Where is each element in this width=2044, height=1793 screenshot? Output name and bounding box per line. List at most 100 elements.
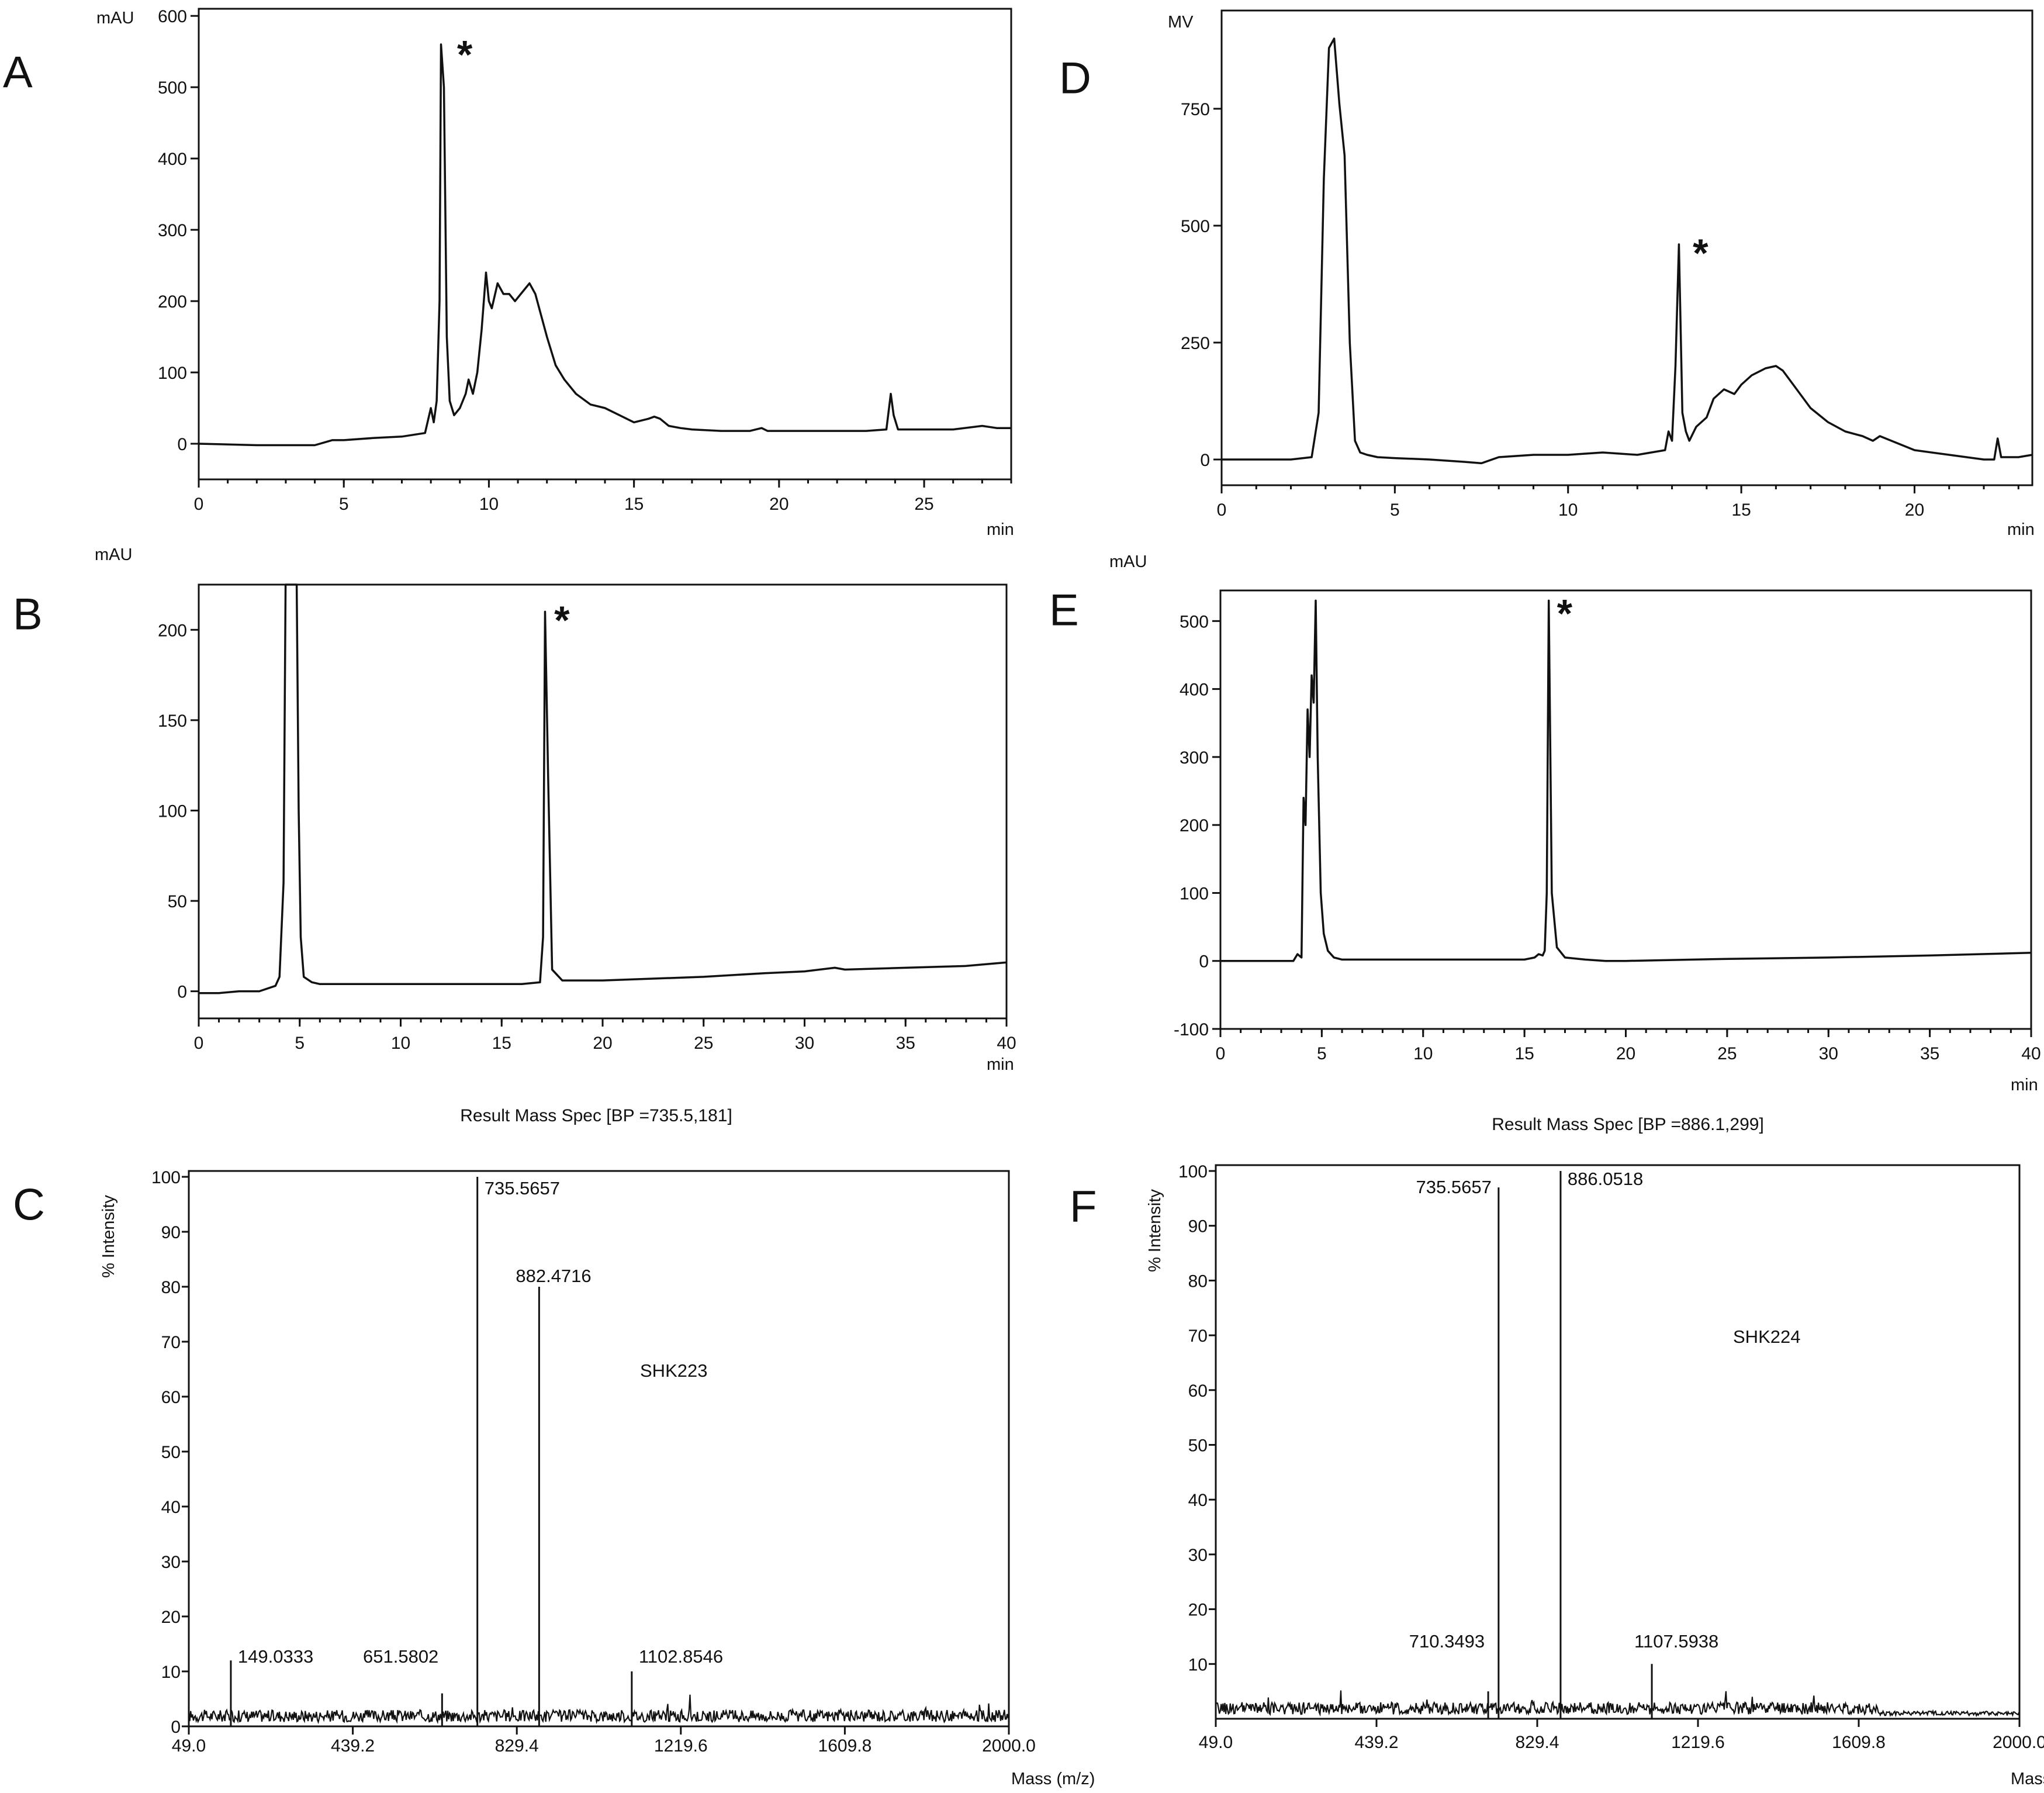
baseline-noise-tail [1879,1709,2020,1718]
x-tick-label: 1219.6 [654,1736,708,1756]
x-tick-label: 0 [1216,1044,1226,1063]
baseline-noise [188,1694,1009,1725]
y-tick-label: 10 [161,1663,181,1682]
plot-frame [1219,589,2032,1030]
y-tick-label: 500 [158,78,187,98]
y-axis-unit: mAU [1109,552,1147,571]
y-tick-label: 100 [1180,884,1209,903]
x-tick-label: 20 [769,495,788,514]
peak-label: 735.5657 [1416,1177,1492,1197]
x-tick-label: 0 [194,1034,204,1053]
y-tick-label: 70 [161,1333,181,1352]
chromatogram-trace [199,583,1007,994]
panel-D: D MV min 0 250 500 750 0 5 10 15 20 * [1059,9,2035,539]
y-tick-label: 200 [1180,816,1209,835]
peak-label: 149.0333 [238,1646,313,1667]
sample-label: SHK224 [1733,1326,1800,1347]
x-tick-label: 439.2 [331,1736,375,1756]
x-tick-label: 5 [1390,500,1400,520]
y-tick-label: 90 [1188,1217,1208,1236]
x-axis-unit: min [987,1055,1014,1074]
y-tick-label: 0 [1200,451,1210,470]
x-tick-label: 25 [694,1034,713,1053]
y-tick-label: 0 [171,1718,181,1737]
y-tick-label: -100 [1174,1020,1209,1039]
y-tick-label: 30 [1188,1546,1208,1565]
plot-frame [1220,9,2033,486]
x-tick-label: 40 [2021,1044,2040,1063]
y-axis-label: % Intensity [99,1195,118,1278]
x-tick-label: 20 [1616,1044,1635,1063]
y-tick-label: 60 [1188,1381,1208,1401]
mass-spec-title: Result Mass Spec [BP =735.5,181] [460,1106,732,1125]
y-tick-label: 300 [1180,748,1209,768]
x-tick-label: 49.0 [1199,1733,1233,1752]
x-tick-label: 10 [1413,1044,1433,1063]
plot-frame [188,1170,1010,1728]
y-tick-label: 150 [158,711,187,731]
panel-label: F [1070,1181,1097,1231]
y-tick-label: 500 [1181,217,1210,236]
peak-marker-star: * [457,32,473,77]
x-tick-label: 439.2 [1354,1733,1398,1752]
y-tick-label: 100 [158,364,187,383]
y-tick-label: 200 [158,292,187,312]
x-tick-label: 15 [624,495,644,514]
x-tick-label: 1609.8 [1832,1733,1886,1752]
x-tick-label: 1219.6 [1671,1733,1725,1752]
x-tick-label: 5 [1317,1044,1327,1063]
chromatogram-trace [1220,599,2032,962]
x-tick-label: 1609.8 [818,1736,872,1756]
peak-marker-star: * [1557,592,1573,636]
x-tick-label: 49.0 [172,1736,206,1756]
x-tick-label: 25 [1717,1044,1737,1063]
x-axis-label: Mass (m/z) [2011,1770,2044,1788]
y-tick-label: 30 [161,1553,181,1572]
peak-label: 735.5657 [485,1178,560,1198]
x-tick-label: 2000.0 [982,1736,1036,1756]
peak-label: 651.5802 [363,1646,438,1667]
chromatogram-trace [198,43,1011,447]
x-tick-label: 30 [795,1034,814,1053]
y-axis-unit: mAU [95,545,132,564]
y-tick-label: 60 [161,1388,181,1407]
x-tick-label: 15 [1731,500,1751,520]
x-axis-unit: min [2011,1076,2038,1094]
baseline-noise [1215,1690,1880,1717]
x-tick-label: 20 [1905,500,1924,520]
mass-spec-title: Result Mass Spec [BP =886.1,299] [1492,1115,1764,1134]
y-tick-label: 90 [161,1223,181,1242]
x-axis-label: Mass (m/z) [1011,1770,1095,1788]
y-tick-label: 100 [1178,1162,1208,1181]
y-axis-label: % Intensity [1146,1189,1164,1272]
peak-marker-star: * [1693,231,1708,275]
x-tick-label: 40 [997,1034,1016,1053]
y-tick-label: 200 [158,621,187,640]
plot-frame [198,583,1008,1020]
y-tick-label: 70 [1188,1326,1208,1346]
y-tick-label: 20 [1188,1601,1208,1620]
x-tick-label: 35 [1920,1044,1939,1063]
x-tick-label: 25 [914,495,933,514]
y-tick-label: 50 [1188,1436,1208,1456]
y-tick-label: 600 [158,7,187,26]
y-tick-label: 0 [177,983,187,1002]
x-tick-label: 15 [492,1034,511,1053]
y-tick-label: 80 [161,1278,181,1297]
peak-label: 886.0518 [1568,1169,1643,1189]
x-tick-label: 829.4 [1515,1733,1559,1752]
x-tick-label: 829.4 [495,1736,539,1756]
peak-label: 1107.5938 [1634,1631,1718,1652]
peak-label: 882.4716 [516,1266,591,1286]
y-tick-label: 40 [1188,1491,1208,1510]
panel-label: D [1059,53,1091,103]
y-axis-unit: mAU [96,9,134,27]
y-tick-label: 20 [161,1608,181,1627]
x-tick-label: 5 [339,495,349,514]
peak-label: 710.3493 [1409,1631,1485,1652]
x-tick-label: 15 [1514,1044,1534,1063]
